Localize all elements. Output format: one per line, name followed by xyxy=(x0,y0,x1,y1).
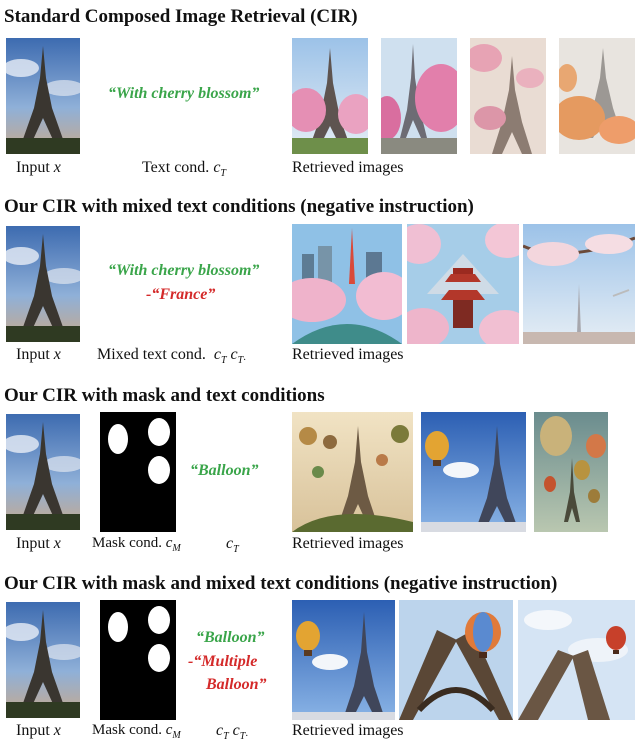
mask-cond-caption: Mask cond. cM xyxy=(92,722,181,741)
retrieved-image-3 xyxy=(523,224,635,344)
text-condition-positive: “With cherry blossom” xyxy=(108,85,260,102)
text-condition-positive: “Balloon” xyxy=(190,462,259,479)
input-image-eiffel xyxy=(6,602,80,718)
input-caption: Input x xyxy=(16,722,61,739)
retrieved-image-3 xyxy=(470,38,546,154)
input-image-eiffel xyxy=(6,414,80,530)
mask-blob xyxy=(148,418,170,446)
text-cond-caption: Text cond. cT xyxy=(142,159,226,180)
mask-blob xyxy=(108,424,128,454)
input-caption: Input x xyxy=(16,535,61,552)
mask-condition-image xyxy=(100,412,176,532)
text-condition-negative-line1: -“Multiple xyxy=(188,653,258,670)
input-caption: Input x xyxy=(16,159,61,176)
retrieved-image-1 xyxy=(292,600,395,720)
retrieved-image-3 xyxy=(534,412,608,532)
text-condition-negative: -“France” xyxy=(146,286,216,303)
retrieved-image-1 xyxy=(292,412,413,532)
retrieved-image-1 xyxy=(292,224,402,344)
text-condition-positive: “Balloon” xyxy=(196,629,265,646)
section-3-title: Our CIR with mask and text conditions xyxy=(4,385,325,406)
retrieved-image-2 xyxy=(421,412,526,532)
retrieved-image-2 xyxy=(399,600,513,720)
retrieved-caption: Retrieved images xyxy=(292,159,404,176)
mask-blob xyxy=(148,606,170,634)
section-1-title: Standard Composed Image Retrieval (CIR) xyxy=(4,6,358,27)
section-4-title: Our CIR with mask and mixed text conditi… xyxy=(4,573,558,594)
retrieved-caption: Retrieved images xyxy=(292,346,404,363)
mixed-text-cond-caption: Mixed text cond. cT cT· xyxy=(97,346,246,367)
mask-blob xyxy=(108,612,128,642)
input-image-eiffel xyxy=(6,38,80,154)
text-condition-negative-line2: Balloon” xyxy=(206,676,267,693)
retrieved-image-3 xyxy=(518,600,635,720)
retrieved-image-1 xyxy=(292,38,368,154)
retrieved-image-2 xyxy=(407,224,519,344)
section-2-title: Our CIR with mixed text conditions (nega… xyxy=(4,196,474,217)
retrieved-caption: Retrieved images xyxy=(292,722,404,739)
input-caption: Input x xyxy=(16,346,61,363)
mask-blob xyxy=(148,644,170,672)
text-condition-positive: “With cherry blossom” xyxy=(108,262,260,279)
mask-cond-caption: Mask cond. cM xyxy=(92,535,181,554)
retrieved-image-2 xyxy=(381,38,457,154)
retrieved-caption: Retrieved images xyxy=(292,535,404,552)
input-image-eiffel xyxy=(6,226,80,342)
mask-blob xyxy=(148,456,170,484)
mixed-text-cond-caption: cT cT· xyxy=(216,722,248,743)
text-cond-caption: cT xyxy=(226,535,239,556)
retrieved-image-4 xyxy=(559,38,635,154)
mask-condition-image xyxy=(100,600,176,720)
